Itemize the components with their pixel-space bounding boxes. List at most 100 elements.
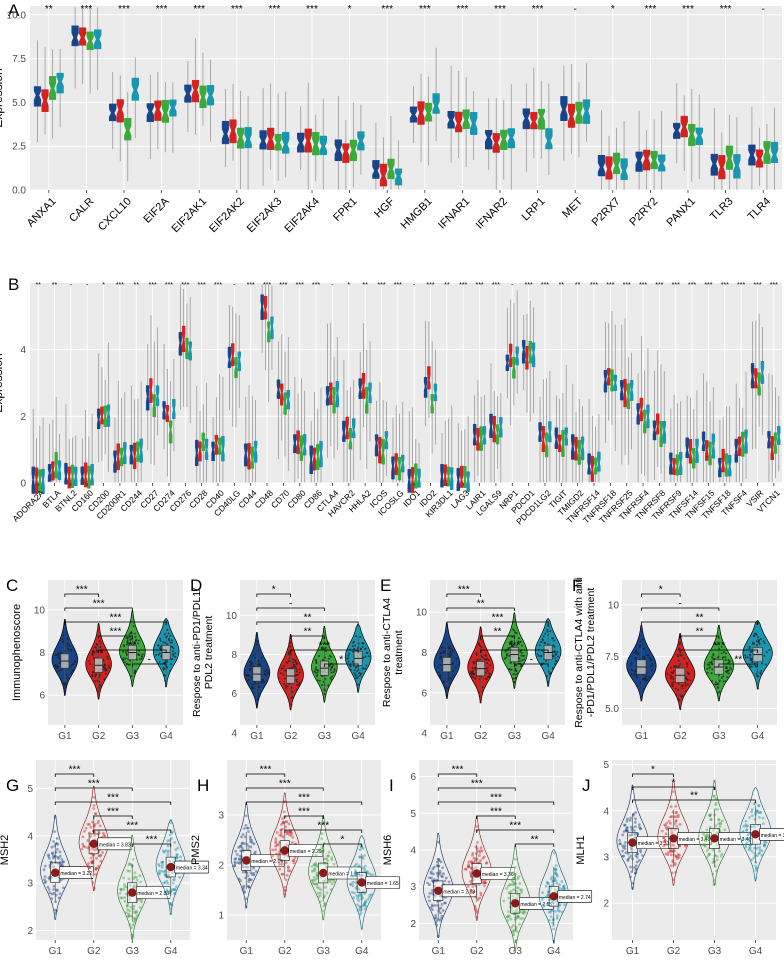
data-point — [479, 644, 481, 647]
data-point — [484, 881, 487, 885]
data-point — [314, 671, 317, 674]
data-point — [264, 670, 267, 673]
data-point — [705, 833, 709, 836]
data-point — [92, 848, 96, 851]
data-point — [62, 860, 65, 864]
significance-label: ** — [45, 4, 53, 15]
plot-background — [30, 283, 782, 483]
median-label-box — [636, 836, 671, 849]
notched-box-G3 — [312, 132, 320, 156]
data-point — [710, 672, 713, 675]
data-point — [540, 898, 544, 901]
data-point — [285, 829, 288, 833]
data-point — [88, 866, 92, 869]
comparison-label: *** — [126, 821, 138, 832]
data-point — [553, 663, 556, 665]
data-point — [469, 880, 473, 883]
data-point — [436, 858, 440, 861]
significance-label: *** — [492, 282, 500, 289]
panel-B-plot: 024**ADORA2A**BTLA-BTNL2-CD160*CD200***C… — [0, 282, 782, 527]
data-point — [764, 840, 768, 844]
data-point — [163, 633, 166, 636]
x-tick-label: TLR4 — [746, 195, 774, 223]
data-point — [241, 888, 245, 891]
x-tick-label: G3 — [508, 731, 522, 742]
data-point — [686, 678, 689, 681]
data-point — [554, 864, 558, 868]
data-point — [89, 825, 93, 829]
data-point — [629, 854, 633, 858]
data-point — [94, 812, 98, 816]
data-point — [747, 839, 751, 843]
notched-box-G1 — [636, 403, 640, 425]
data-point — [455, 657, 458, 660]
data-point — [103, 834, 107, 838]
data-point — [124, 892, 128, 896]
data-point — [558, 909, 561, 913]
data-point — [687, 672, 690, 675]
data-point — [671, 860, 675, 864]
data-point — [126, 662, 129, 665]
data-point — [280, 667, 283, 670]
data-point — [363, 901, 366, 905]
data-point — [53, 908, 57, 912]
data-point — [315, 662, 318, 664]
data-point — [166, 851, 170, 854]
comparison-bracket — [437, 801, 555, 805]
data-point — [515, 926, 518, 929]
data-point — [479, 846, 483, 850]
comparison-label: *** — [107, 807, 119, 818]
data-point — [445, 687, 448, 690]
data-point — [257, 649, 260, 652]
notched-box-G3 — [48, 76, 57, 100]
data-point — [321, 909, 325, 913]
data-point — [371, 873, 375, 877]
data-point — [98, 676, 101, 678]
data-point — [247, 885, 251, 889]
data-point — [438, 859, 441, 862]
data-point — [708, 813, 711, 817]
notched-box-G4 — [466, 471, 470, 492]
data-point — [444, 901, 447, 905]
comparison-bracket — [640, 607, 720, 611]
data-point — [667, 819, 671, 823]
comparison-bracket — [245, 801, 363, 805]
data-point — [758, 642, 761, 645]
data-point — [102, 831, 105, 835]
data-point — [760, 669, 763, 672]
data-point — [159, 639, 162, 642]
data-point — [169, 818, 173, 822]
data-point — [517, 886, 520, 890]
data-point — [549, 915, 553, 918]
data-point — [538, 654, 540, 657]
data-point — [280, 823, 283, 826]
data-point — [436, 666, 439, 669]
data-point — [634, 871, 637, 875]
data-point — [127, 914, 131, 918]
data-point — [250, 841, 254, 845]
data-point — [130, 675, 133, 678]
data-point — [482, 880, 486, 883]
data-point — [439, 675, 442, 678]
y-tick-label: 2 — [603, 899, 609, 910]
data-point — [162, 674, 165, 676]
data-point — [163, 873, 167, 877]
comparison-bracket — [632, 786, 715, 790]
data-point — [669, 805, 673, 809]
notched-box-G3 — [349, 139, 357, 162]
data-point — [125, 652, 128, 655]
data-point — [479, 701, 482, 704]
data-point — [551, 917, 555, 921]
data-point — [167, 632, 170, 635]
data-point — [434, 914, 438, 917]
data-point — [660, 829, 664, 833]
x-tick-label: IDO1 — [401, 488, 422, 509]
data-point — [639, 827, 642, 831]
data-point — [160, 645, 162, 648]
data-point — [360, 855, 364, 859]
notched-box-G2 — [181, 325, 186, 353]
data-point — [123, 899, 127, 903]
x-tick-label: G3 — [509, 946, 523, 957]
data-point — [166, 666, 168, 669]
